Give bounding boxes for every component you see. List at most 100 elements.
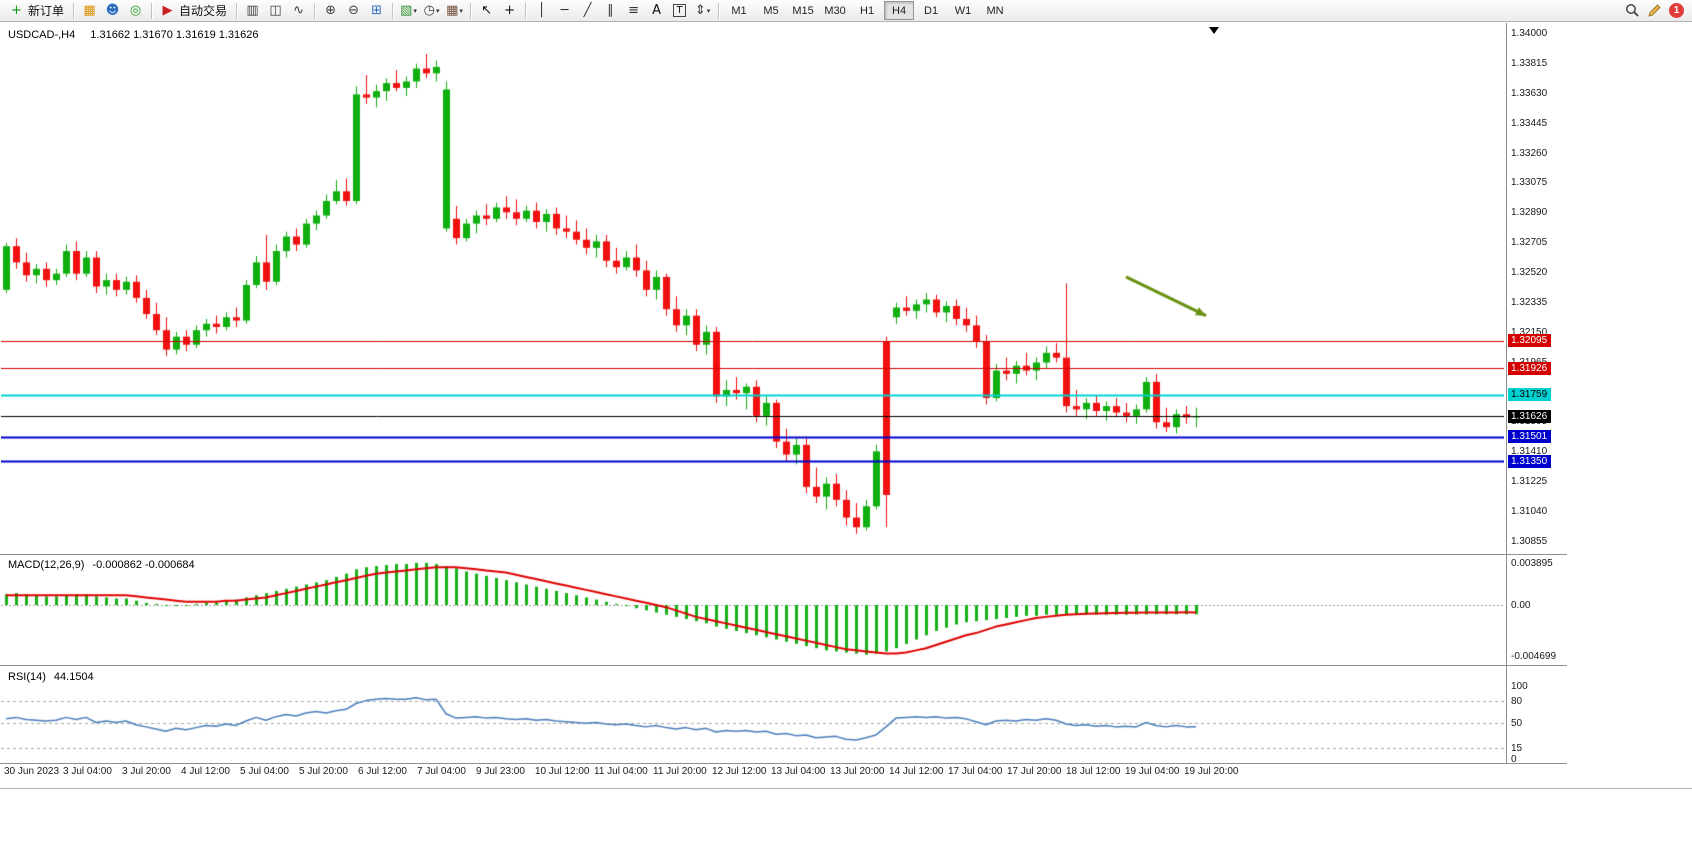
toolbar-separator bbox=[151, 2, 153, 19]
profiles-icon[interactable]: ☻ bbox=[105, 3, 120, 18]
zoom-in-icon[interactable]: ⊕ bbox=[325, 3, 336, 18]
price-level-label: 1.31350 bbox=[1508, 454, 1552, 468]
price-tick-label: 1.31040 bbox=[1511, 506, 1548, 518]
price-tick-label: 1.33260 bbox=[1511, 147, 1548, 159]
toolbar-separator bbox=[718, 2, 720, 19]
timeframe-h4[interactable]: H4 bbox=[884, 1, 915, 20]
trendline-icon[interactable]: ╱ bbox=[583, 3, 592, 18]
price-tick-label: 1.32890 bbox=[1511, 207, 1548, 219]
arrows-tool-icon[interactable]: ⇕ ▾ bbox=[694, 3, 711, 18]
price-tick-label: 1.34000 bbox=[1511, 28, 1548, 39]
rsi-scale-label: 15 bbox=[1511, 743, 1523, 755]
candlestick-chart-icon[interactable]: ◫ bbox=[269, 3, 282, 18]
toolbar-separator bbox=[525, 2, 527, 19]
rsi-scale-label: 50 bbox=[1511, 717, 1523, 729]
rsi-canvas[interactable] bbox=[1, 667, 1504, 763]
macd-canvas[interactable] bbox=[1, 556, 1504, 663]
time-axis-label: 11 Jul 20:00 bbox=[653, 766, 707, 777]
templates-grid-icon[interactable]: ▦ ▾ bbox=[446, 3, 463, 18]
time-axis-divider bbox=[0, 763, 1567, 764]
panel-divider[interactable] bbox=[0, 554, 1567, 555]
autotrade-label[interactable]: 自动交易 bbox=[179, 4, 228, 18]
chart-header: USDCAD-,H4 1.31662 1.31670 1.31619 1.316… bbox=[8, 29, 259, 41]
new-chart-icon[interactable]: ▧ ▾ bbox=[400, 3, 417, 18]
period-clock-icon[interactable]: ◷ ▾ bbox=[423, 3, 440, 18]
rsi-scale-label: 80 bbox=[1511, 695, 1523, 707]
new-order-icon[interactable]: + bbox=[11, 3, 22, 18]
timeframe-h1[interactable]: H1 bbox=[860, 4, 875, 17]
time-axis[interactable]: 30 Jun 2023 3 Jul 04:00 3 Jul 20:00 4 Jul 1… bbox=[0, 766, 1692, 784]
time-axis-label: 5 Jul 04:00 bbox=[240, 766, 289, 777]
chart-ohlc-values: 1.31662 1.31670 1.31619 1.31626 bbox=[90, 29, 259, 41]
price-level-label: 1.31759 bbox=[1508, 388, 1552, 402]
market-watch-icon[interactable]: ◎ bbox=[129, 3, 142, 18]
price-tick-label: 1.33815 bbox=[1511, 57, 1548, 69]
chart-symbol-label: USDCAD-,H4 bbox=[8, 29, 76, 41]
toolbar-groups: + 新订单 ▦ ☻ ◎ ▶ 自动交易 ▥ ◫ ∿ ⊕ ⊖ ⊞ ▧ ▾ ◷ ▾ ▦ ▾ ↖ + │ ─ ╱ ∥ ≡ A T ⇕ ▾ bbox=[5, 1, 714, 21]
time-axis-label: 10 Jul 12:00 bbox=[535, 766, 590, 777]
toolbar-separator bbox=[73, 2, 75, 19]
zoom-out-icon[interactable]: ⊖ bbox=[348, 3, 359, 18]
price-level-label: 1.31501 bbox=[1508, 430, 1552, 444]
rsi-indicator-label: RSI(14) 44.1504 bbox=[8, 671, 94, 683]
price-tick-label: 1.33630 bbox=[1511, 87, 1548, 99]
dropdown-arrow-icon: ▾ bbox=[459, 6, 463, 15]
equidistant-channel-icon[interactable]: ∥ bbox=[607, 3, 614, 18]
price-tick-label: 1.31225 bbox=[1511, 476, 1548, 488]
timeframe-d1[interactable]: D1 bbox=[924, 4, 939, 17]
macd-indicator-label: MACD(12,26,9) -0.000862 -0.000684 bbox=[8, 559, 195, 571]
fibonacci-icon[interactable]: ≡ bbox=[628, 3, 639, 18]
price-tick-label: 1.31410 bbox=[1511, 446, 1548, 458]
timeframe-w1[interactable]: W1 bbox=[954, 4, 972, 17]
rsi-value: 44.1504 bbox=[53, 671, 94, 683]
timeframe-m15[interactable]: M15 bbox=[792, 4, 814, 17]
horizontal-line-icon[interactable]: ─ bbox=[560, 3, 569, 18]
crosshair-icon[interactable]: + bbox=[504, 3, 515, 18]
price-level-label: 1.31926 bbox=[1508, 361, 1552, 375]
notification-badge[interactable]: 1 bbox=[1669, 3, 1684, 18]
timeframe-mn[interactable]: MN bbox=[986, 4, 1004, 17]
toolbar: + 新订单 ▦ ☻ ◎ ▶ 自动交易 ▥ ◫ ∿ ⊕ ⊖ ⊞ ▧ ▾ ◷ ▾ ▦ ▾ ↖ + │ ─ ╱ ∥ ≡ A T ⇕ ▾ M1 M5… bbox=[0, 0, 1692, 22]
dropdown-arrow-icon: ▾ bbox=[435, 6, 440, 15]
bar-chart-icon[interactable]: ▥ bbox=[246, 3, 259, 18]
main-chart-canvas[interactable] bbox=[1, 23, 1504, 553]
cursor-icon[interactable]: ↖ bbox=[481, 3, 492, 18]
time-axis-label: 30 Jun 2023 bbox=[4, 766, 60, 777]
autotrade-icon[interactable]: ▶ bbox=[162, 3, 173, 18]
time-axis-label: 5 Jul 20:00 bbox=[299, 766, 348, 777]
text-icon[interactable]: A bbox=[652, 3, 661, 18]
price-level-label: 1.31626 bbox=[1508, 409, 1552, 423]
time-axis-label: 3 Jul 04:00 bbox=[63, 766, 112, 777]
chart-shift-marker[interactable] bbox=[1209, 27, 1219, 34]
tile-windows-icon[interactable]: ⊞ bbox=[371, 3, 382, 18]
line-chart-icon[interactable]: ∿ bbox=[293, 3, 304, 18]
time-axis-label: 3 Jul 20:00 bbox=[122, 766, 171, 777]
dropdown-arrow-icon: ▾ bbox=[706, 6, 711, 15]
price-tick-label: 1.32520 bbox=[1511, 267, 1548, 279]
toolbar-separator bbox=[392, 2, 394, 19]
price-tick-label: 1.32150 bbox=[1511, 326, 1548, 338]
vertical-line-icon[interactable]: │ bbox=[537, 3, 546, 18]
timeframe-m1[interactable]: M1 bbox=[731, 4, 747, 17]
time-axis-label: 9 Jul 23:00 bbox=[476, 766, 525, 777]
timeframe-m5[interactable]: M5 bbox=[763, 4, 779, 17]
price-tick-label: 1.33445 bbox=[1511, 117, 1548, 129]
time-axis-label: 4 Jul 12:00 bbox=[181, 766, 230, 777]
timeframe-m30[interactable]: M30 bbox=[824, 4, 846, 17]
search-icon[interactable] bbox=[1625, 3, 1640, 18]
panel-divider[interactable] bbox=[0, 665, 1567, 666]
macd-scale-label: 0.003895 bbox=[1511, 557, 1553, 569]
rsi-scale-label: 100 bbox=[1511, 681, 1528, 692]
text-label-icon[interactable]: T bbox=[668, 1, 691, 21]
time-axis-label: 19 Jul 20:00 bbox=[1184, 766, 1239, 777]
charts-grid-icon[interactable]: ▦ bbox=[83, 3, 96, 18]
timeframe-group: M1 M5 M15 M30 H1 H4 D1 W1 MN bbox=[723, 1, 1011, 20]
price-axis-border bbox=[1506, 23, 1507, 763]
time-axis-label: 17 Jul 04:00 bbox=[948, 766, 1003, 777]
time-axis-label: 11 Jul 04:00 bbox=[594, 766, 648, 777]
new-order-label[interactable]: 新订单 bbox=[28, 4, 65, 18]
time-axis-label: 18 Jul 12:00 bbox=[1066, 766, 1121, 777]
time-axis-label: 19 Jul 04:00 bbox=[1125, 766, 1180, 777]
edit-pencil-icon[interactable] bbox=[1647, 3, 1662, 18]
